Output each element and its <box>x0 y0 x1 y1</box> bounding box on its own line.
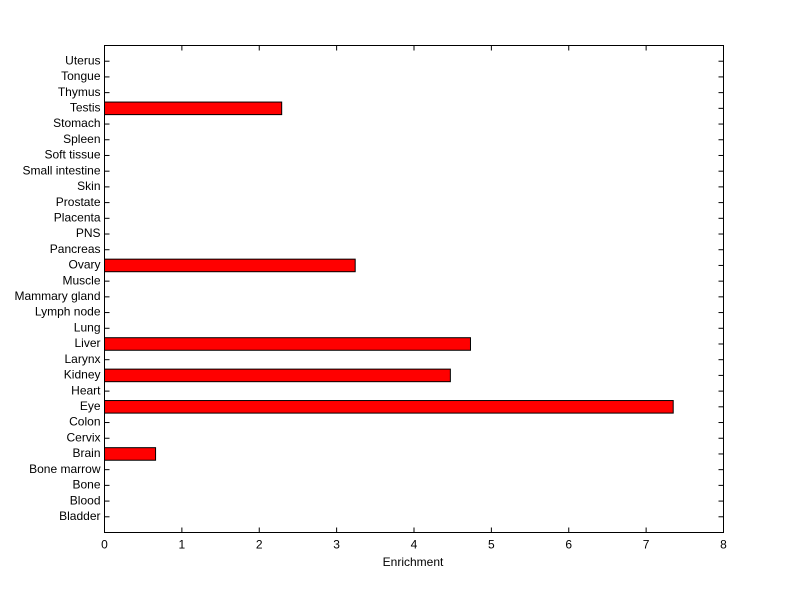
y-tick-label: Heart <box>71 383 101 397</box>
y-tick-label: Bladder <box>59 509 100 523</box>
bar <box>104 447 157 461</box>
y-tick-label: Cervix <box>66 430 100 444</box>
y-tick-label: Muscle <box>62 273 100 287</box>
x-tick-label: 0 <box>101 538 108 552</box>
bar <box>104 101 283 116</box>
y-tick-label: Pancreas <box>50 242 101 256</box>
plot-frame <box>104 45 724 533</box>
y-tick-label: Bone marrow <box>29 462 101 476</box>
y-tick-label: Eye <box>80 399 101 413</box>
y-tick-label: Uterus <box>65 53 100 67</box>
y-tick-label: Placenta <box>54 210 101 224</box>
x-tick-label: 8 <box>720 538 727 552</box>
y-tick-label: Prostate <box>56 195 101 209</box>
bar <box>104 258 356 273</box>
y-tick-label: Soft tissue <box>44 148 100 162</box>
x-axis-label: Enrichment <box>383 555 444 569</box>
y-tick-label: Lymph node <box>35 305 101 319</box>
y-tick-label: Stomach <box>53 116 100 130</box>
y-tick-label: Liver <box>74 336 100 350</box>
y-tick-label: Small intestine <box>22 163 100 177</box>
y-tick-label: Thymus <box>58 85 101 99</box>
y-tick-label: Blood <box>70 493 101 507</box>
y-tick-label: Tongue <box>61 69 101 83</box>
y-tick-label: Spleen <box>63 132 100 146</box>
y-tick-label: Mammary gland <box>14 289 100 303</box>
bar <box>104 400 674 414</box>
y-tick-label: Colon <box>69 415 100 429</box>
x-tick-label: 1 <box>179 538 186 552</box>
y-tick-label: Kidney <box>64 368 101 382</box>
y-tick-label: Brain <box>72 446 100 460</box>
y-tick-label: Lung <box>74 320 101 334</box>
y-tick-label: Testis <box>70 101 101 115</box>
y-tick-label: Skin <box>77 179 100 193</box>
y-tick-label: Ovary <box>68 258 100 272</box>
x-tick-label: 2 <box>256 538 263 552</box>
x-tick-label: 3 <box>333 538 340 552</box>
x-tick-label: 7 <box>643 538 650 552</box>
bar <box>104 368 451 383</box>
bar <box>104 337 471 351</box>
x-tick-label: 6 <box>565 538 572 552</box>
x-tick-label: 5 <box>488 538 495 552</box>
y-tick-label: PNS <box>76 226 101 240</box>
y-tick-label: Larynx <box>64 352 100 366</box>
x-tick-label: 4 <box>411 538 418 552</box>
y-tick-label: Bone <box>72 478 100 492</box>
